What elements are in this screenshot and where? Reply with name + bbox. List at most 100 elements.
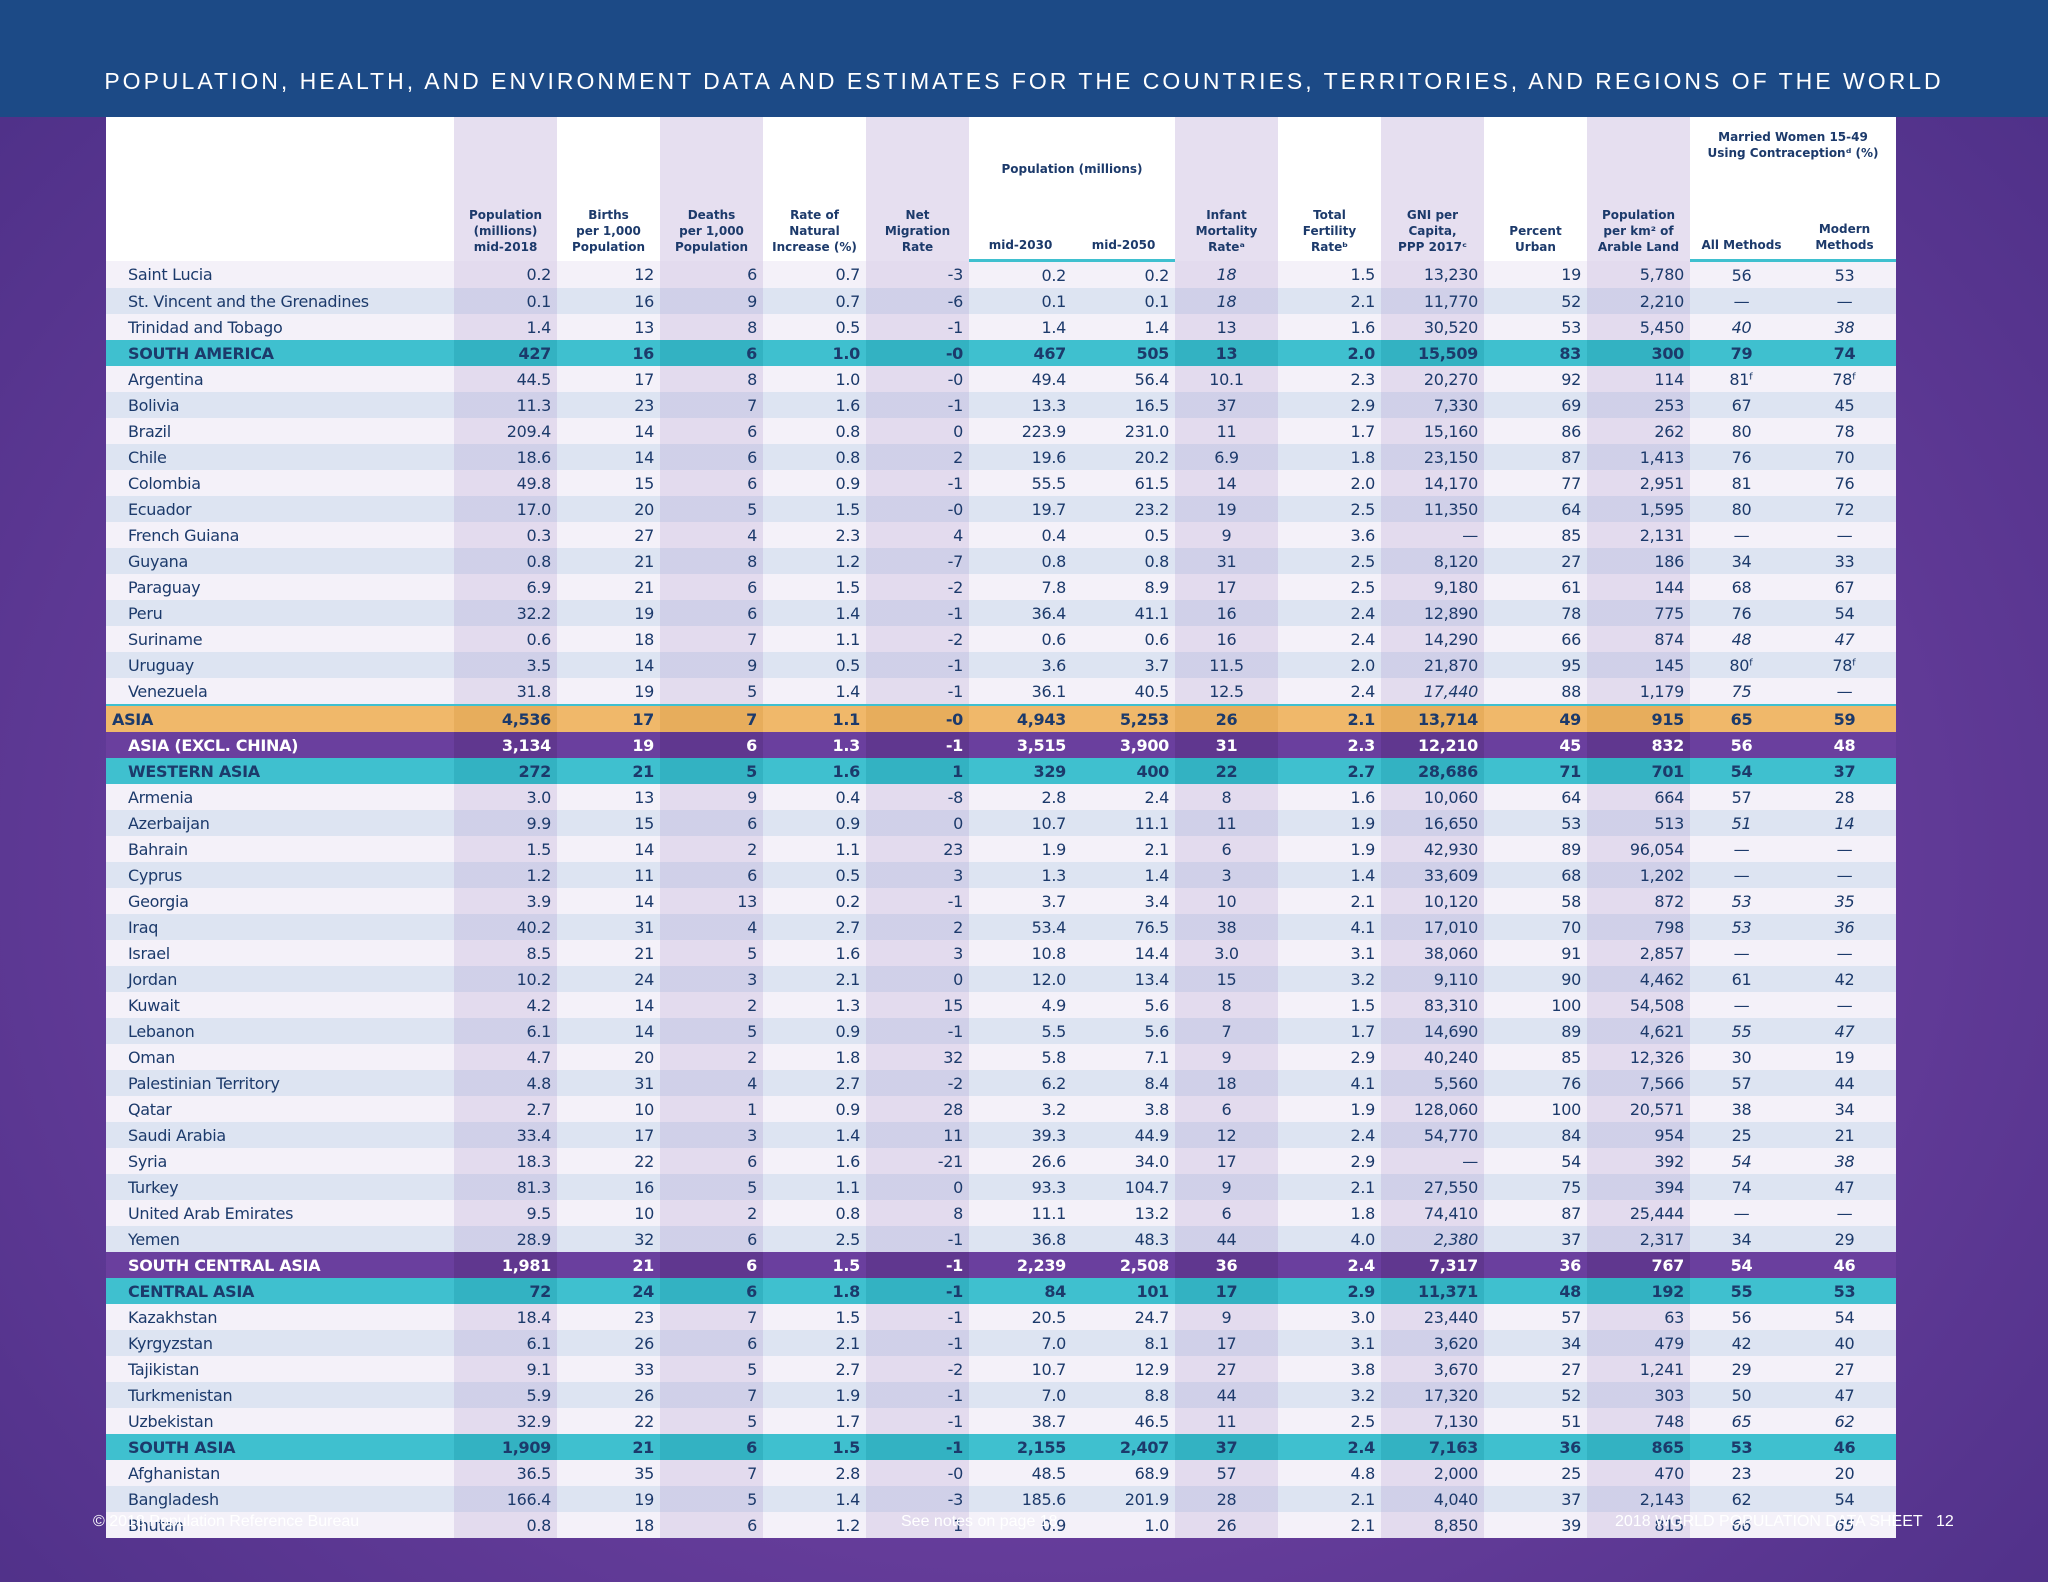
table-cell: 9.5	[454, 1200, 557, 1226]
table-cell: 52	[1484, 1382, 1587, 1408]
table-cell: 14.4	[1072, 940, 1175, 966]
table-cell: -1	[866, 1330, 969, 1356]
table-cell: 6.9	[1175, 444, 1278, 470]
table-cell: 8	[1175, 784, 1278, 810]
table-cell: 19.7	[969, 496, 1072, 522]
col-header-population: Population (millions) mid-2018	[454, 117, 557, 261]
table-cell: 2.1	[1278, 1512, 1381, 1538]
table-cell: 34	[1484, 1330, 1587, 1356]
table-cell: 26	[1175, 704, 1278, 732]
table-row: Lebanon 6.1 14 5 0.9 -1 5.5 5.6 7 1.7 14,690 89 4,62…	[106, 1018, 1896, 1044]
table-cell: 38.7	[969, 1408, 1072, 1434]
table-cell: 7,130	[1381, 1408, 1484, 1434]
table-cell: 38	[1690, 1096, 1793, 1122]
table-cell: 12.9	[1072, 1356, 1175, 1382]
table-cell: 8.8	[1072, 1382, 1175, 1408]
table-cell: 22	[1175, 758, 1278, 784]
table-cell: 17	[1175, 1330, 1278, 1356]
table-cell: 0.2	[454, 260, 557, 288]
table-cell: 664	[1587, 784, 1690, 810]
table-cell: 24	[557, 966, 660, 992]
table-cell: 14,170	[1381, 470, 1484, 496]
table-cell: 2,000	[1381, 1460, 1484, 1486]
table-cell: 1,202	[1587, 862, 1690, 888]
table-cell: 34	[1690, 1226, 1793, 1252]
table-cell: -21	[866, 1148, 969, 1174]
table-cell: 49.4	[969, 366, 1072, 392]
table-cell: 24	[557, 1278, 660, 1304]
table-cell: 100	[1484, 992, 1587, 1018]
region-row: ASIA 4,536 17 7 1.1 -0 4,943 5,253 26 2.1 13,714 49…	[106, 704, 1896, 732]
table-cell: 89	[1484, 1018, 1587, 1044]
col-header-percent-urban: Percent Urban	[1484, 117, 1587, 261]
table-cell: 0.8	[454, 548, 557, 574]
table-row: Kyrgyzstan 6.1 26 6 2.1 -1 7.0 8.1 17 3.1 3,620 34 4…	[106, 1330, 1896, 1356]
region-row: CENTRAL ASIA 72 24 6 1.8 -1 84 101 17 2.9 11,371 48…	[106, 1278, 1896, 1304]
table-cell: 6	[660, 418, 763, 444]
table-cell: 874	[1587, 626, 1690, 652]
row-label: Bhutan	[106, 1512, 454, 1538]
table-cell: 78ᶠ	[1793, 366, 1896, 392]
table-cell: 101	[1072, 1278, 1175, 1304]
table-cell: 6.2	[969, 1070, 1072, 1096]
row-label: Ecuador	[106, 496, 454, 522]
table-cell: 21	[557, 758, 660, 784]
table-cell: 8	[660, 366, 763, 392]
table-cell: 72	[1793, 496, 1896, 522]
table-cell: 7	[660, 626, 763, 652]
table-cell: 0.3	[454, 522, 557, 548]
table-cell: 28	[1793, 784, 1896, 810]
table-cell: 3	[1175, 862, 1278, 888]
table-cell: 185.6	[969, 1486, 1072, 1512]
table-cell: 27	[1793, 1356, 1896, 1382]
table-cell: 4	[660, 914, 763, 940]
table-cell: 6	[660, 444, 763, 470]
table-cell: 57	[1690, 1070, 1793, 1096]
region-row: SOUTH AMERICA 427 16 6 1.0 -0 467 505 13 2.0 15,50…	[106, 340, 1896, 366]
table-cell: 3.7	[969, 888, 1072, 914]
table-cell: 6	[660, 862, 763, 888]
table-cell: 0.6	[1072, 626, 1175, 652]
table-cell: 22	[557, 1148, 660, 1174]
table-cell: 75	[1484, 1174, 1587, 1200]
table-cell: 17,010	[1381, 914, 1484, 940]
table-cell: -1	[866, 1278, 969, 1304]
table-cell: 46	[1793, 1252, 1896, 1278]
table-cell: 15	[557, 810, 660, 836]
table-cell: 2.1	[1278, 1174, 1381, 1200]
table-cell: 53	[1690, 1434, 1793, 1460]
table-cell: 1.3	[969, 862, 1072, 888]
table-cell: 6	[660, 600, 763, 626]
row-label: Colombia	[106, 470, 454, 496]
table-cell: 1.7	[1278, 418, 1381, 444]
col-header-births: Births per 1,000 Population	[557, 117, 660, 261]
table-cell: 40.2	[454, 914, 557, 940]
table-cell: 209.4	[454, 418, 557, 444]
table-cell: 9	[1175, 522, 1278, 548]
table-cell: 2.5	[1278, 1408, 1381, 1434]
table-cell: 56	[1690, 1304, 1793, 1330]
table-cell: 39.3	[969, 1122, 1072, 1148]
table-cell: 81	[1690, 470, 1793, 496]
table-cell: 8	[660, 314, 763, 340]
table-cell: 45	[1484, 732, 1587, 758]
table-cell: -1	[866, 732, 969, 758]
table-cell: 20,571	[1587, 1096, 1690, 1122]
table-cell: 0.9	[969, 1512, 1072, 1538]
table-cell: 28	[1175, 1486, 1278, 1512]
table-cell: 11	[557, 862, 660, 888]
col-header-arable-density: Population per km² of Arable Land	[1587, 117, 1690, 261]
table-cell: 54	[1690, 758, 1793, 784]
table-cell: 3.8	[1278, 1356, 1381, 1382]
table-cell: —	[1690, 288, 1793, 314]
table-cell: 11	[1175, 418, 1278, 444]
table-cell: 54	[1690, 1252, 1793, 1278]
table-cell: 40.5	[1072, 678, 1175, 705]
table-cell: 394	[1587, 1174, 1690, 1200]
table-cell: 4.2	[454, 992, 557, 1018]
table-cell: 6	[1175, 1200, 1278, 1226]
table-cell: 81.3	[454, 1174, 557, 1200]
table-cell: 2	[660, 992, 763, 1018]
table-cell: 80	[1690, 496, 1793, 522]
table-cell: 11,350	[1381, 496, 1484, 522]
